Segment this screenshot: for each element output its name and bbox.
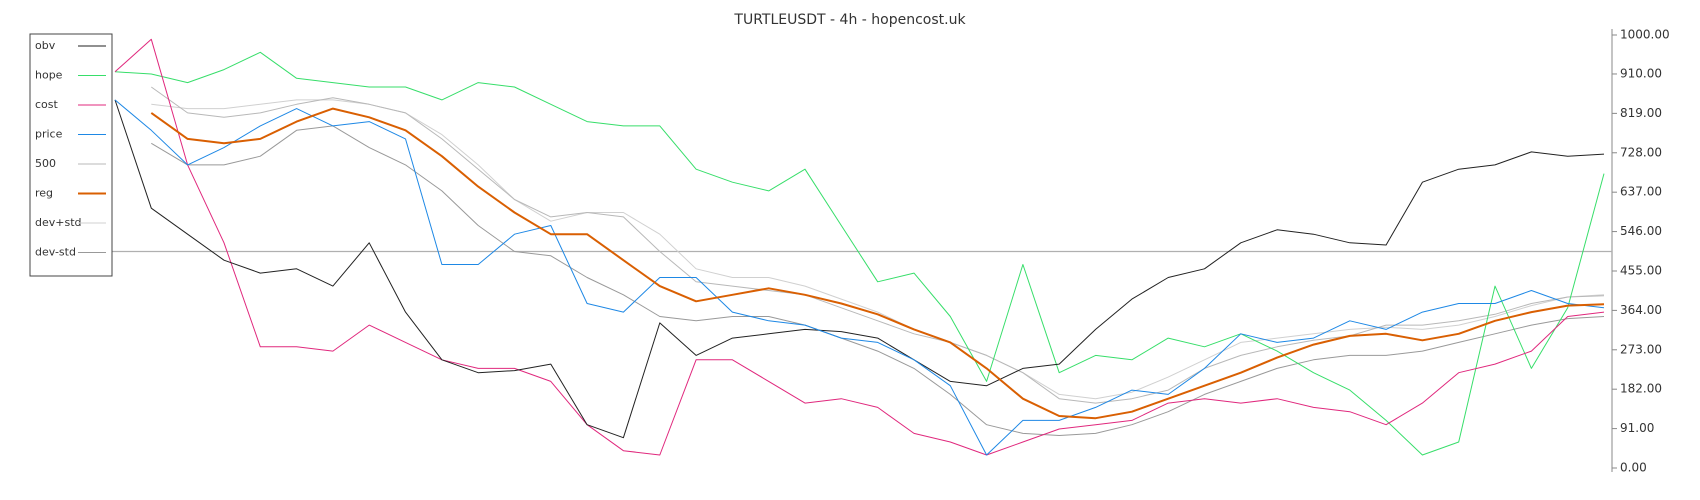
legend-label: price — [35, 128, 63, 141]
legend-box — [29, 33, 113, 277]
y-tick-label: 910.00 — [1620, 66, 1662, 80]
y-tick-label: 728.00 — [1620, 145, 1662, 159]
y-tick-label: 0.00 — [1620, 461, 1647, 475]
legend-label: cost — [35, 98, 59, 111]
y-tick-label: 637.00 — [1620, 185, 1662, 199]
chart-title: TURTLEUSDT - 4h - hopencost.uk — [733, 12, 966, 28]
legend-label: obv — [35, 39, 56, 52]
y-tick-label: 182.00 — [1620, 382, 1662, 396]
series-line — [114, 38, 1605, 456]
y-tick-label: 1000.00 — [1620, 28, 1670, 42]
y-tick-label: 91.00 — [1620, 421, 1654, 435]
legend-label: dev+std — [35, 216, 82, 229]
series-line — [150, 107, 1605, 420]
series-line — [114, 51, 1605, 456]
series-line — [151, 125, 1605, 436]
legend-label: hope — [35, 69, 63, 82]
y-tick-label: 273.00 — [1620, 342, 1662, 356]
legend-label: 500 — [35, 157, 56, 170]
y-tick-label: 546.00 — [1620, 224, 1662, 238]
legend-label: dev-std — [35, 246, 76, 259]
y-tick-label: 455.00 — [1620, 263, 1662, 277]
series-line — [114, 99, 1605, 439]
y-tick-label: 364.00 — [1620, 303, 1662, 317]
series-line — [151, 99, 1605, 400]
series-line — [114, 99, 1605, 456]
legend-label: reg — [35, 187, 53, 200]
series-line — [151, 86, 1605, 404]
y-tick-label: 819.00 — [1620, 106, 1662, 120]
